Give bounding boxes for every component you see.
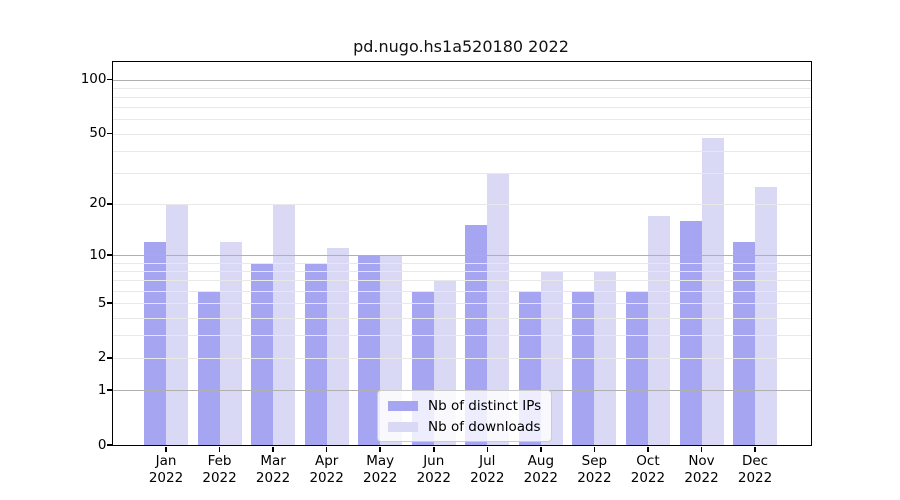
y-axis-tick (106, 389, 112, 391)
legend-swatch-downloads (388, 421, 418, 432)
bar-downloads (326, 248, 349, 445)
y-axis-tick-label: 10 (89, 246, 107, 263)
month-label: Oct (636, 453, 660, 469)
month-label: Jan (155, 453, 177, 469)
bar-downloads (487, 173, 510, 445)
month-label: Aug (527, 453, 555, 469)
year-label: 2022 (255, 470, 291, 486)
month-label: Jun (423, 453, 445, 469)
y-axis-tick (106, 78, 112, 81)
x-axis-tick-label: Sep 2022 (562, 453, 626, 487)
y-axis-tick-label: 2 (97, 349, 107, 366)
legend-row-downloads: Nb of downloads (388, 418, 541, 435)
plot-area: 100 50 20 10 5 2 1 0 Jan 2022 Feb 2022 Mar 2022 Apr 202… (81, 61, 812, 486)
legend-label: Nb of downloads (428, 418, 541, 435)
bar-downloads (594, 270, 617, 445)
x-axis-tick (218, 446, 221, 452)
bar-distinct-ips (144, 241, 166, 445)
minor-gridline (113, 96, 811, 98)
bar-downloads (647, 216, 670, 445)
month-label: Mar (260, 453, 286, 469)
x-axis-tick (486, 446, 489, 452)
year-label: 2022 (363, 470, 398, 486)
minor-gridline (113, 87, 811, 89)
bar-downloads (273, 203, 296, 445)
x-axis-tick (647, 446, 649, 452)
year-label: 2022 (630, 470, 666, 486)
bar-distinct-ips (625, 290, 648, 445)
x-axis-tick-label: Aug 2022 (509, 453, 573, 487)
year-label: 2022 (577, 470, 612, 486)
x-axis-tick (325, 446, 328, 452)
year-label: 2022 (470, 470, 505, 486)
bar-downloads (219, 241, 242, 445)
x-axis-tick-label: Jun 2022 (402, 453, 466, 487)
x-axis-tick (379, 446, 381, 452)
x-axis-tick (593, 446, 596, 452)
year-label: 2022 (148, 470, 184, 486)
legend-row-distinct-ips: Nb of distinct IPs (388, 397, 541, 414)
x-axis-tick-label: Feb 2022 (188, 453, 252, 487)
y-axis-tick-label: 0 (97, 436, 107, 453)
minor-gridline (113, 133, 811, 135)
x-axis-tick-label: Apr 2022 (295, 453, 359, 487)
y-axis-tick (106, 444, 112, 446)
x-axis-tick-label: Mar 2022 (241, 453, 305, 487)
y-axis-tick-label: 50 (89, 125, 107, 142)
x-axis-tick-label: Oct 2022 (616, 453, 680, 487)
x-axis-tick-label: Jan 2022 (134, 453, 198, 487)
month-label: Dec (741, 453, 769, 469)
y-axis-tick-label: 5 (97, 294, 107, 311)
month-label: Jul (479, 453, 496, 469)
bar-distinct-ips (358, 255, 381, 445)
bar-distinct-ips (251, 262, 274, 445)
year-label: 2022 (202, 470, 237, 486)
x-axis-tick-label: Dec 2022 (723, 453, 787, 487)
bar-distinct-ips (733, 241, 756, 445)
x-axis-tick (165, 446, 167, 452)
bar-downloads (755, 186, 778, 445)
y-axis-tick (106, 254, 112, 256)
bar-distinct-ips (679, 220, 702, 445)
chart-title: pd.nugo.hs1a520180 2022 (353, 37, 569, 56)
x-axis-tick (272, 446, 274, 452)
y-axis-tick-label: 1 (97, 381, 107, 398)
x-axis-tick (754, 446, 756, 452)
y-axis-tick-label: 100 (80, 71, 107, 87)
y-axis-tick (106, 132, 112, 135)
major-gridline (113, 79, 811, 81)
month-label: Sep (581, 453, 608, 469)
x-axis-tick (433, 446, 435, 452)
x-axis-tick-label: Nov 2022 (670, 453, 734, 487)
year-label: 2022 (416, 470, 451, 486)
minor-gridline (113, 119, 811, 121)
plot-inner (113, 62, 811, 445)
minor-gridline (113, 107, 811, 109)
bar-distinct-ips (572, 290, 595, 445)
bar-distinct-ips (197, 290, 220, 445)
y-axis-tick-label: 20 (89, 195, 107, 212)
year-label: 2022 (684, 470, 719, 486)
bar-distinct-ips (304, 262, 327, 445)
y-axis-tick (106, 357, 112, 359)
bar-downloads (166, 203, 188, 445)
y-axis-tick (106, 203, 112, 205)
x-axis-tick (700, 446, 703, 452)
y-axis-tick (106, 302, 112, 304)
legend-swatch-distinct-ips (388, 400, 418, 411)
x-axis-tick-label: May 2022 (348, 453, 412, 487)
month-label: Apr (314, 453, 339, 469)
month-label: May (366, 453, 395, 469)
legend: Nb of distinct IPs Nb of downloads (377, 390, 553, 442)
month-label: Feb (207, 453, 232, 469)
year-label: 2022 (309, 470, 344, 486)
legend-label: Nb of distinct IPs (428, 397, 542, 414)
year-label: 2022 (523, 470, 559, 486)
year-label: 2022 (737, 470, 773, 486)
x-axis-tick-label: Jul 2022 (455, 453, 519, 487)
month-label: Nov (688, 453, 715, 469)
x-axis-tick (540, 446, 542, 452)
bar-downloads (701, 138, 724, 445)
